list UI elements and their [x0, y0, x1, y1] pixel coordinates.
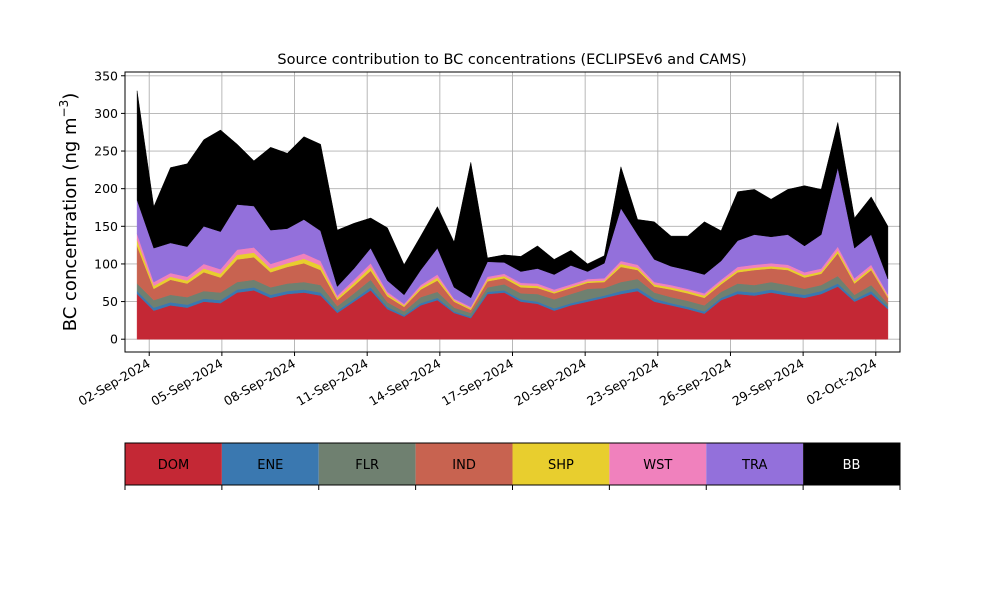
y-tick-label: 0 [110, 332, 118, 347]
y-tick-label: 350 [94, 68, 118, 83]
legend-label-flr: FLR [355, 458, 379, 473]
x-tick-label: 02-Oct-2024 [804, 356, 880, 408]
legend-label-bb: BB [843, 458, 861, 473]
stacked-areas [136, 90, 889, 340]
x-tick-label: 20-Sep-2024 [512, 356, 589, 409]
legend-label-tra: TRA [741, 458, 767, 473]
x-axis-ticks: 02-Sep-202405-Sep-202408-Sep-202411-Sep-… [76, 352, 880, 409]
chart-title: Source contribution to BC concentrations… [277, 52, 746, 68]
x-tick-label: 02-Sep-2024 [76, 356, 153, 409]
y-axis-ticks: 0 50 100 150 200 250 300 350 [94, 68, 125, 347]
y-axis-label-exponent: −3 [57, 100, 71, 118]
legend-swatch-shp [512, 443, 610, 485]
y-tick-label: 300 [94, 106, 118, 121]
x-tick-label: 14-Sep-2024 [366, 356, 443, 409]
area-bb [136, 90, 889, 299]
x-tick-label: 08-Sep-2024 [221, 356, 298, 409]
x-tick-label: 29-Sep-2024 [730, 356, 807, 409]
source-colorbar-legend: DOM ENE FLR IND SHP WST TRA BB [124, 442, 901, 490]
x-tick-label: 17-Sep-2024 [439, 356, 516, 409]
x-tick-label: 05-Sep-2024 [148, 356, 225, 409]
x-tick-label: 11-Sep-2024 [294, 356, 371, 409]
legend-label-shp: SHP [548, 458, 574, 473]
x-tick-label: 26-Sep-2024 [657, 356, 734, 409]
legend-swatch-ind [415, 443, 513, 485]
legend-swatch-tra [706, 443, 804, 485]
y-tick-label: 100 [94, 256, 118, 271]
legend-swatch-ene [221, 443, 319, 485]
legend-label-dom: DOM [158, 458, 189, 473]
y-tick-label: 150 [94, 219, 118, 234]
legend-swatch-dom [125, 443, 222, 485]
x-tick-label: 23-Sep-2024 [584, 356, 661, 409]
y-axis-label: BC concentration (ng m−3) [57, 93, 81, 332]
y-tick-label: 200 [94, 181, 118, 196]
legend-label-ind: IND [452, 458, 476, 473]
y-tick-label: 50 [102, 294, 118, 309]
legend-label-ene: ENE [257, 458, 283, 473]
legend-swatch-wst [609, 443, 707, 485]
legend-label-wst: WST [643, 458, 672, 473]
legend-swatch-flr [318, 443, 416, 485]
legend-swatch-bb [803, 443, 900, 485]
y-tick-label: 250 [94, 144, 118, 159]
